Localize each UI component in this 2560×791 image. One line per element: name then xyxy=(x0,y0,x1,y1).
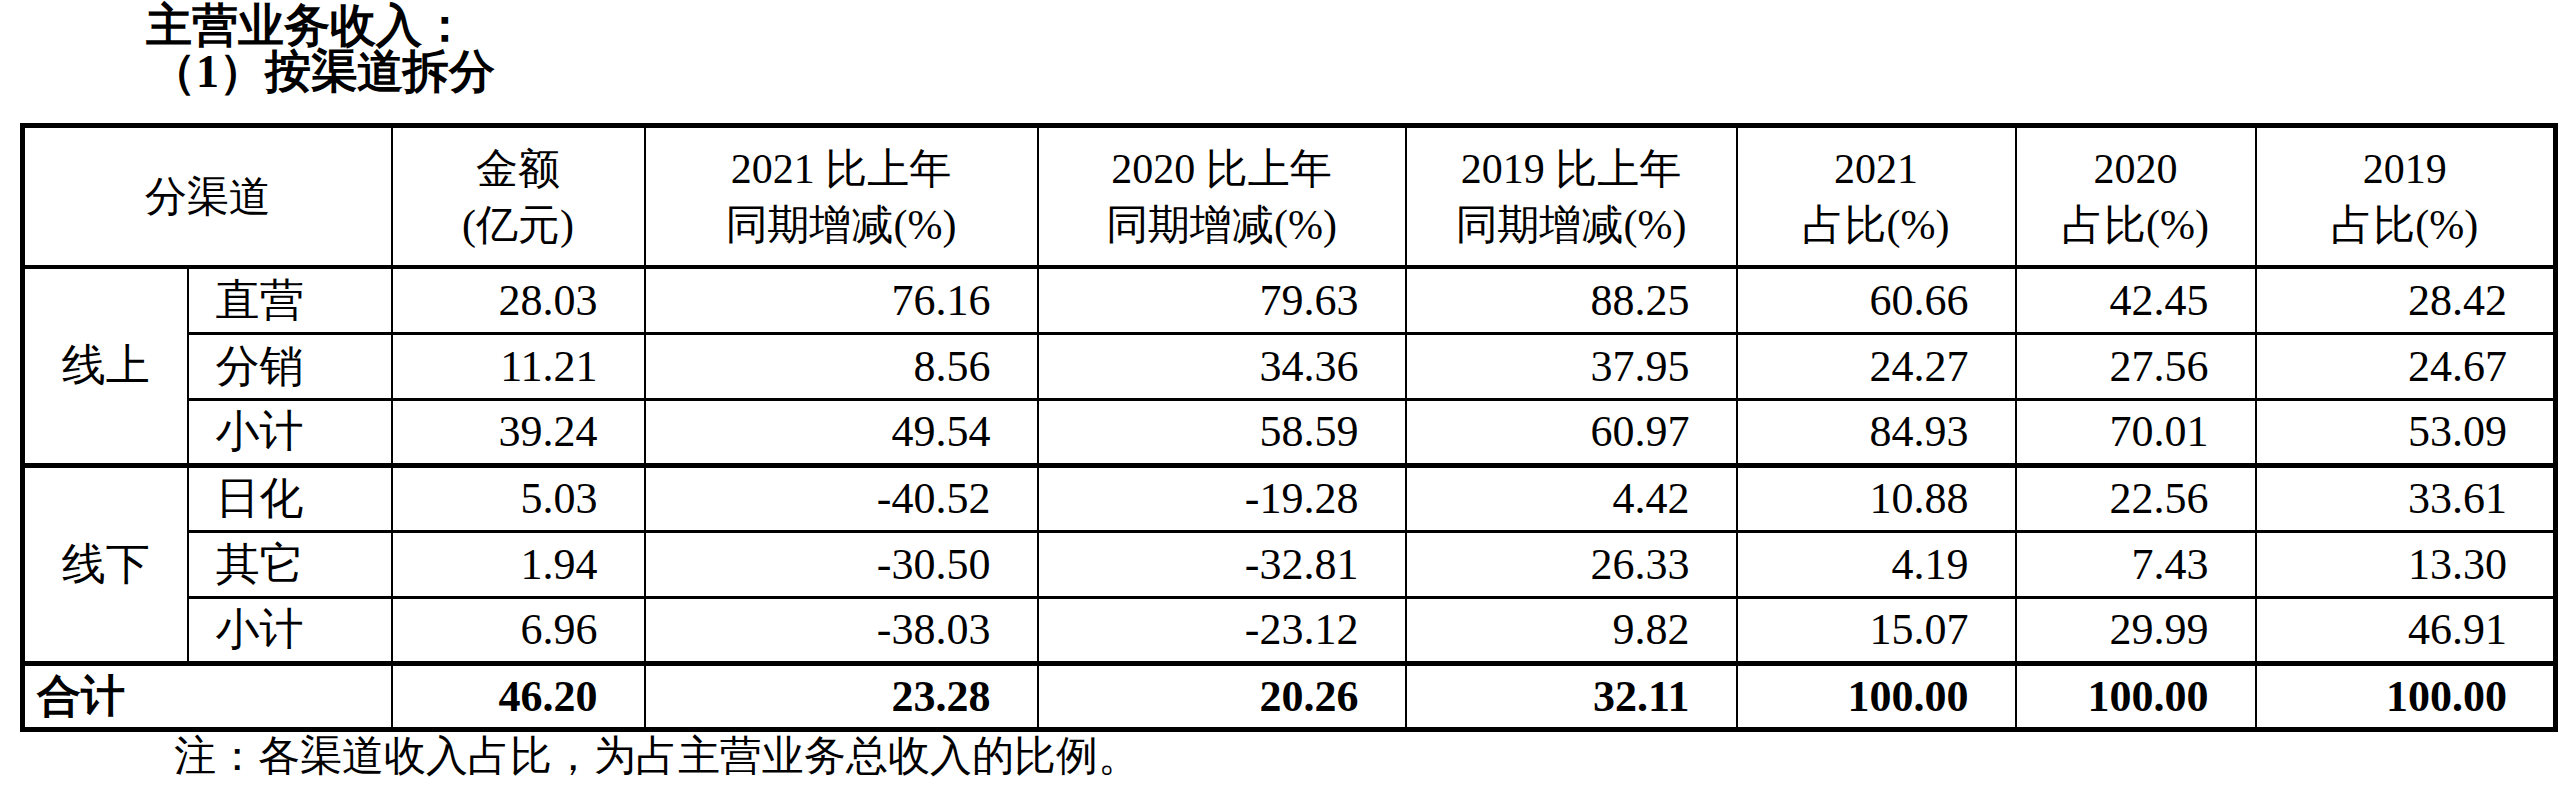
cell-share-2021: 100.00 xyxy=(1737,663,2016,729)
table-row: 其它 1.94 -30.50 -32.81 26.33 4.19 7.43 13… xyxy=(23,531,2556,597)
header-share-2019: 2019 占比(%) xyxy=(2256,126,2556,268)
cell-yoy-2020: 58.59 xyxy=(1038,399,1406,465)
section-subtitle: （1）按渠道拆分 xyxy=(150,46,495,98)
cell-share-2019: 28.42 xyxy=(2256,267,2556,333)
cell-amount: 6.96 xyxy=(392,597,645,663)
cell-yoy-2020: 20.26 xyxy=(1038,663,1406,729)
cell-amount: 28.03 xyxy=(392,267,645,333)
header-share-2020: 2020 占比(%) xyxy=(2016,126,2256,268)
document-page: 主营业务收入： （1）按渠道拆分 分渠道 金额 (亿元) 2021 比上年 同期… xyxy=(0,0,2560,791)
cell-share-2019: 53.09 xyxy=(2256,399,2556,465)
cell-yoy-2019: 37.95 xyxy=(1406,333,1737,399)
cell-share-2020: 22.56 xyxy=(2016,465,2256,531)
table-header-row: 分渠道 金额 (亿元) 2021 比上年 同期增减(%) 2020 比上年 同期… xyxy=(23,126,2556,268)
cell-share-2019: 33.61 xyxy=(2256,465,2556,531)
cell-yoy-2021: -40.52 xyxy=(645,465,1038,531)
cell-share-2019: 24.67 xyxy=(2256,333,2556,399)
cell-yoy-2019: 26.33 xyxy=(1406,531,1737,597)
cell-yoy-2020: 79.63 xyxy=(1038,267,1406,333)
header-share-2021: 2021 占比(%) xyxy=(1737,126,2016,268)
cell-yoy-2021: -30.50 xyxy=(645,531,1038,597)
cell-yoy-2021: 23.28 xyxy=(645,663,1038,729)
header-channel: 分渠道 xyxy=(23,126,392,268)
cell-yoy-2019: 4.42 xyxy=(1406,465,1737,531)
table-row: 小计 6.96 -38.03 -23.12 9.82 15.07 29.99 4… xyxy=(23,597,2556,663)
cell-yoy-2020: -19.28 xyxy=(1038,465,1406,531)
cell-share-2020: 100.00 xyxy=(2016,663,2256,729)
cell-amount: 1.94 xyxy=(392,531,645,597)
cell-yoy-2019: 32.11 xyxy=(1406,663,1737,729)
cell-share-2021: 15.07 xyxy=(1737,597,2016,663)
cell-share-2020: 27.56 xyxy=(2016,333,2256,399)
cell-share-2020: 42.45 xyxy=(2016,267,2256,333)
cell-amount: 11.21 xyxy=(392,333,645,399)
cell-yoy-2020: 34.36 xyxy=(1038,333,1406,399)
group-label-offline: 线下 xyxy=(23,465,188,663)
cell-yoy-2019: 88.25 xyxy=(1406,267,1737,333)
row-label: 日化 xyxy=(188,465,392,531)
table-row: 线下 日化 5.03 -40.52 -19.28 4.42 10.88 22.5… xyxy=(23,465,2556,531)
cell-yoy-2021: 49.54 xyxy=(645,399,1038,465)
cell-share-2021: 84.93 xyxy=(1737,399,2016,465)
cell-amount: 39.24 xyxy=(392,399,645,465)
cell-share-2020: 29.99 xyxy=(2016,597,2256,663)
cell-share-2020: 7.43 xyxy=(2016,531,2256,597)
cell-share-2020: 70.01 xyxy=(2016,399,2256,465)
cell-share-2021: 24.27 xyxy=(1737,333,2016,399)
cell-yoy-2021: 8.56 xyxy=(645,333,1038,399)
cell-share-2019: 13.30 xyxy=(2256,531,2556,597)
cell-share-2021: 10.88 xyxy=(1737,465,2016,531)
cell-yoy-2019: 9.82 xyxy=(1406,597,1737,663)
cell-yoy-2020: -23.12 xyxy=(1038,597,1406,663)
revenue-by-channel-table: 分渠道 金额 (亿元) 2021 比上年 同期增减(%) 2020 比上年 同期… xyxy=(20,123,2558,732)
cell-yoy-2020: -32.81 xyxy=(1038,531,1406,597)
row-label: 小计 xyxy=(188,399,392,465)
total-label: 合计 xyxy=(23,663,392,729)
header-amount: 金额 (亿元) xyxy=(392,126,645,268)
row-label: 小计 xyxy=(188,597,392,663)
table-row: 线上 直营 28.03 76.16 79.63 88.25 60.66 42.4… xyxy=(23,267,2556,333)
header-yoy-2021: 2021 比上年 同期增减(%) xyxy=(645,126,1038,268)
cell-yoy-2021: -38.03 xyxy=(645,597,1038,663)
row-label: 直营 xyxy=(188,267,392,333)
table-row: 分销 11.21 8.56 34.36 37.95 24.27 27.56 24… xyxy=(23,333,2556,399)
footnote: 注：各渠道收入占比，为占主营业务总收入的比例。 xyxy=(174,731,1140,781)
cell-amount: 5.03 xyxy=(392,465,645,531)
page-title: 主营业务收入： xyxy=(146,0,468,52)
cell-share-2021: 60.66 xyxy=(1737,267,2016,333)
row-label: 其它 xyxy=(188,531,392,597)
cell-yoy-2019: 60.97 xyxy=(1406,399,1737,465)
table-row: 小计 39.24 49.54 58.59 60.97 84.93 70.01 5… xyxy=(23,399,2556,465)
cell-amount: 46.20 xyxy=(392,663,645,729)
group-label-online: 线上 xyxy=(23,267,188,465)
row-label: 分销 xyxy=(188,333,392,399)
header-yoy-2020: 2020 比上年 同期增减(%) xyxy=(1038,126,1406,268)
cell-share-2019: 100.00 xyxy=(2256,663,2556,729)
header-yoy-2019: 2019 比上年 同期增减(%) xyxy=(1406,126,1737,268)
table-total-row: 合计 46.20 23.28 20.26 32.11 100.00 100.00… xyxy=(23,663,2556,729)
cell-share-2021: 4.19 xyxy=(1737,531,2016,597)
header-channel-label: 分渠道 xyxy=(145,174,271,220)
cell-yoy-2021: 76.16 xyxy=(645,267,1038,333)
cell-share-2019: 46.91 xyxy=(2256,597,2556,663)
